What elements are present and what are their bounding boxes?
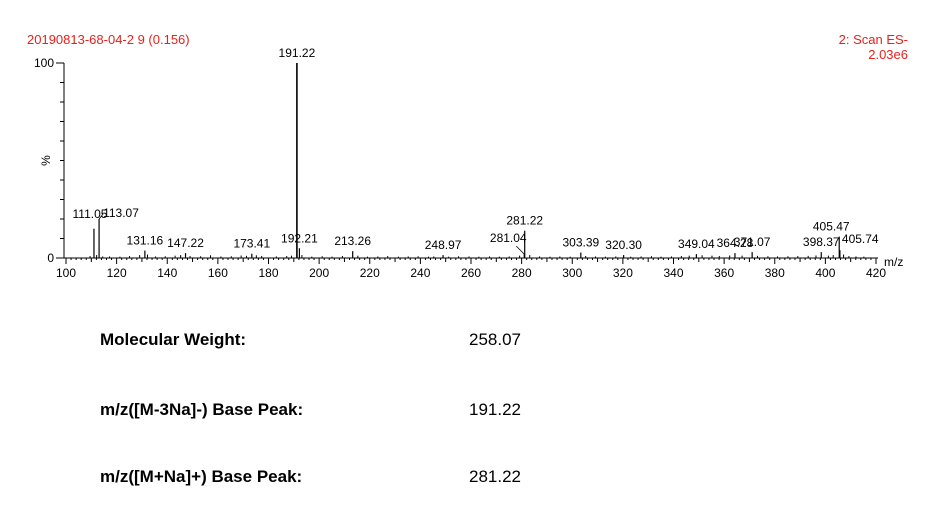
x-tick-label: 360: [714, 266, 734, 280]
x-tick-label: 340: [663, 266, 683, 280]
x-tick-label: 260: [461, 266, 481, 280]
peaks-layer: [89, 63, 865, 258]
neg-base-peak-row: m/z([M-3Na]-) Base Peak: 191.22: [100, 400, 521, 420]
peak-label: 281.22: [506, 214, 543, 228]
neg-base-peak-label: m/z([M-3Na]-) Base Peak:: [100, 400, 304, 419]
x-axis-label: m/z: [884, 255, 903, 269]
x-tick-label: 220: [360, 266, 380, 280]
peak-label: 147.22: [167, 236, 204, 250]
x-tick-label: 320: [613, 266, 633, 280]
peak-label: 248.97: [425, 238, 462, 252]
peak-label-leader: [98, 213, 104, 220]
peak-label: 131.16: [127, 234, 164, 248]
peak-label: 371.07: [734, 235, 771, 249]
peak-label-leader: [515, 245, 525, 255]
x-tick-label: 300: [562, 266, 582, 280]
x-tick-label: 140: [157, 266, 177, 280]
molecular-weight-row: Molecular Weight: 258.07: [100, 330, 521, 350]
scan-mode-label: 2: Scan ES-: [839, 32, 908, 47]
peak-label: 349.04: [678, 237, 715, 251]
y-axis-label: %: [39, 155, 53, 166]
peak-label: 191.22: [279, 46, 316, 60]
pos-base-peak-row: m/z([M+Na]+) Base Peak: 281.22: [100, 467, 521, 487]
x-tick-label: 380: [765, 266, 785, 280]
peak-label: 364.28: [717, 236, 754, 250]
x-tick-label: 400: [815, 266, 835, 280]
x-tick-label: 120: [107, 266, 127, 280]
peak-label: 405.47: [813, 220, 850, 234]
y-tick-label: 100: [34, 56, 54, 70]
peak-label: 405.74: [842, 232, 879, 246]
peak-label: 173.41: [233, 237, 270, 251]
intensity-label: 2.03e6: [868, 47, 908, 62]
mass-spectrum-chart: 20190813-68-04-2 9 (0.156) 2: Scan ES- 2…: [27, 32, 908, 280]
peak-label: 213.26: [334, 234, 371, 248]
peak-label: 303.39: [562, 236, 599, 250]
x-tick-label: 200: [309, 266, 329, 280]
x-tick-label: 240: [410, 266, 430, 280]
peak-label: 398.37: [803, 235, 840, 249]
x-tick-label: 280: [512, 266, 532, 280]
y-tick-label: 0: [47, 251, 54, 265]
pos-base-peak-value: 281.22: [469, 467, 521, 486]
x-tick-label: 100: [56, 266, 76, 280]
sample-id-label: 20190813-68-04-2 9 (0.156): [27, 32, 190, 47]
x-tick-label: 420: [866, 266, 886, 280]
peak-label: 111.05: [73, 207, 108, 221]
peak-label: 192.21: [281, 231, 318, 245]
peak-label: 281.04: [490, 231, 527, 245]
molecular-weight-value: 258.07: [469, 330, 521, 349]
neg-base-peak-value: 191.22: [469, 400, 521, 419]
peak-label: 113.07: [103, 206, 139, 220]
peak-label: 320.30: [605, 238, 642, 252]
pos-base-peak-label: m/z([M+Na]+) Base Peak:: [100, 467, 303, 486]
molecular-weight-label: Molecular Weight:: [100, 330, 247, 349]
x-tick-label: 160: [208, 266, 228, 280]
x-tick-label: 180: [258, 266, 278, 280]
